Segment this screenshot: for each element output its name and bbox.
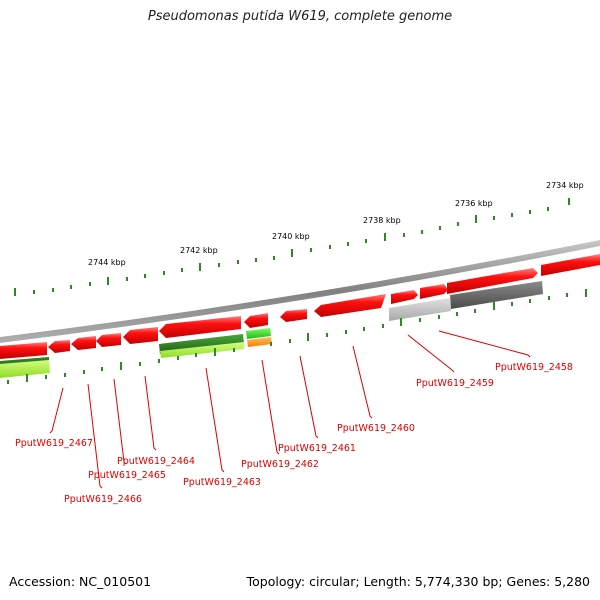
gene-arrow xyxy=(71,336,96,350)
map-title: Pseudomonas putida W619, complete genome xyxy=(147,9,453,24)
scale-label-2734: 2734 kbp xyxy=(546,181,584,190)
gene-arrow xyxy=(541,254,600,276)
gene-label-2465: PputW619_2465 xyxy=(88,470,166,481)
outer-scale-ticks xyxy=(14,198,570,296)
scale-label-2736: 2736 kbp xyxy=(455,199,493,208)
scale-label-2744: 2744 kbp xyxy=(88,258,126,267)
gene-label-2459: PputW619_2459 xyxy=(416,378,494,389)
gene-arrow xyxy=(391,290,418,304)
scale-label-2740: 2740 kbp xyxy=(272,232,310,241)
scale-label-2738: 2738 kbp xyxy=(363,216,401,225)
feature-track xyxy=(0,281,543,378)
gene-arrow xyxy=(0,342,47,359)
accession-text: Accession: NC_010501 xyxy=(9,574,152,589)
gene-label-2464: PputW619_2464 xyxy=(117,456,195,467)
inner-scale-ticks xyxy=(7,289,587,384)
feature-bar-green xyxy=(246,328,271,339)
feature-bar-light-gray xyxy=(389,298,451,321)
feature-bar-green-edge xyxy=(0,357,49,364)
gene-arrow xyxy=(447,268,538,294)
topology-text: Topology: circular; Length: 5,774,330 bp… xyxy=(246,574,590,589)
feature-bar-dark-gray xyxy=(450,281,543,309)
gene-arrow xyxy=(420,284,448,299)
gene-arrow xyxy=(280,309,307,322)
feature-bar-light-green xyxy=(160,342,244,358)
gene-label-2463: PputW619_2463 xyxy=(183,477,261,488)
gene-label-2462: PputW619_2462 xyxy=(241,459,319,470)
scale-label-2742: 2742 kbp xyxy=(180,246,218,255)
gene-label-2458: PputW619_2458 xyxy=(495,362,573,373)
feature-bar-light-green-left xyxy=(0,359,50,378)
genome-backbone xyxy=(0,240,600,343)
gene-label-2466: PputW619_2466 xyxy=(64,494,142,505)
gene-label-2460: PputW619_2460 xyxy=(337,423,415,434)
gene-label-leaders xyxy=(49,330,531,489)
gene-label-2467: PputW619_2467 xyxy=(15,438,93,449)
gene-label-2461: PputW619_2461 xyxy=(278,443,356,454)
gene-arrow xyxy=(159,316,241,338)
gene-arrow xyxy=(48,340,70,353)
gene-arrow xyxy=(96,333,121,347)
gene-arrow xyxy=(123,327,158,344)
feature-bar-orange xyxy=(247,337,272,347)
gene-track-forward xyxy=(0,254,600,359)
gene-arrow xyxy=(244,313,268,328)
gene-arrow xyxy=(314,294,386,317)
